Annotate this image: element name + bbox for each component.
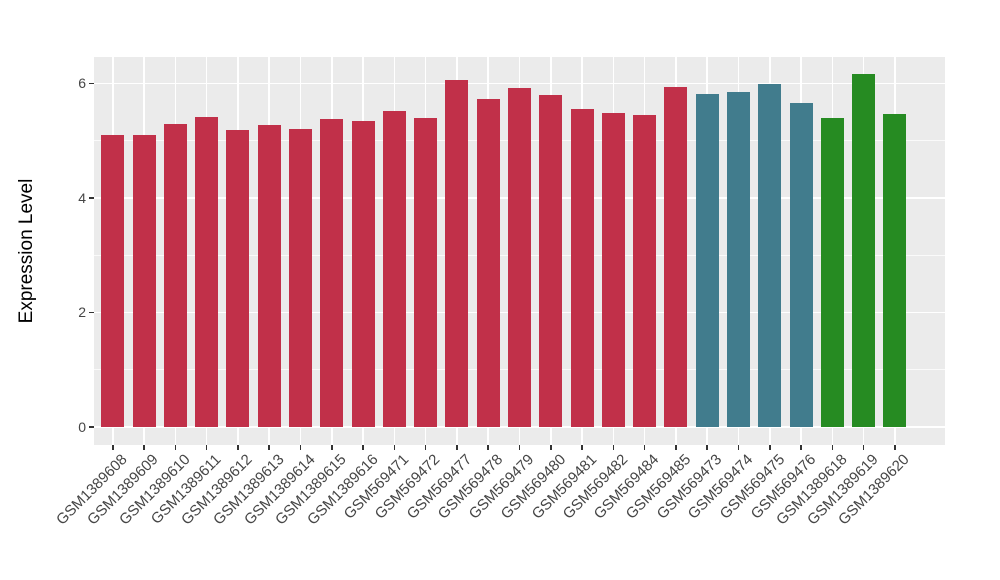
y-axis-tick — [89, 82, 94, 85]
bar — [539, 95, 563, 427]
x-axis-tick — [456, 445, 458, 450]
bar — [257, 125, 281, 427]
x-axis-tick — [643, 445, 646, 450]
y-tick-label: 0 — [78, 418, 86, 435]
chart-panel — [94, 57, 945, 445]
bar — [320, 119, 344, 427]
y-axis-tick — [89, 197, 94, 199]
bar — [852, 74, 876, 427]
bar — [226, 129, 250, 427]
x-axis-tick — [862, 445, 865, 450]
bar — [570, 108, 594, 427]
x-axis-tick — [675, 445, 677, 450]
x-axis-tick — [800, 445, 802, 450]
bar — [820, 117, 844, 427]
y-tick-label: 4 — [78, 189, 86, 206]
x-axis-tick — [268, 445, 270, 450]
x-axis-tick — [237, 445, 239, 450]
bar — [789, 103, 813, 427]
x-axis-tick — [487, 445, 489, 450]
x-axis-tick — [706, 445, 708, 450]
x-axis-tick — [769, 445, 771, 450]
x-axis-tick — [331, 445, 333, 450]
x-axis-tick — [174, 445, 177, 450]
bar — [664, 87, 688, 427]
y-axis-title: Expression Level — [16, 178, 37, 324]
x-axis-tick — [894, 445, 896, 450]
y-tick-label: 2 — [78, 304, 86, 321]
bar — [758, 84, 782, 427]
bar — [601, 112, 625, 427]
x-axis-tick — [393, 445, 396, 450]
bar — [195, 116, 219, 427]
x-axis-tick — [518, 445, 521, 450]
x-axis-tick — [362, 445, 364, 450]
y-axis-tick — [89, 426, 94, 428]
bar — [883, 114, 907, 427]
x-axis-tick — [424, 445, 427, 450]
x-axis-tick — [205, 445, 208, 450]
x-axis-tick — [581, 445, 583, 450]
x-axis-tick — [112, 445, 114, 450]
bar — [351, 121, 375, 427]
bar — [101, 134, 125, 427]
x-axis-tick — [612, 445, 615, 450]
bar — [727, 91, 750, 427]
x-axis-tick — [831, 445, 834, 450]
bar — [288, 128, 312, 427]
x-axis-tick — [299, 445, 302, 450]
bar — [382, 111, 406, 427]
bar — [633, 114, 657, 427]
bar — [132, 134, 156, 427]
bar — [414, 118, 438, 427]
bar — [163, 124, 187, 427]
bar — [508, 88, 531, 427]
y-tick-label: 6 — [78, 75, 86, 92]
x-axis-tick — [737, 445, 740, 450]
y-axis-tick — [89, 311, 94, 314]
bar — [445, 79, 469, 427]
x-axis-tick — [550, 445, 552, 450]
bar — [476, 99, 500, 427]
x-axis-tick — [143, 445, 145, 450]
bar — [695, 93, 719, 427]
